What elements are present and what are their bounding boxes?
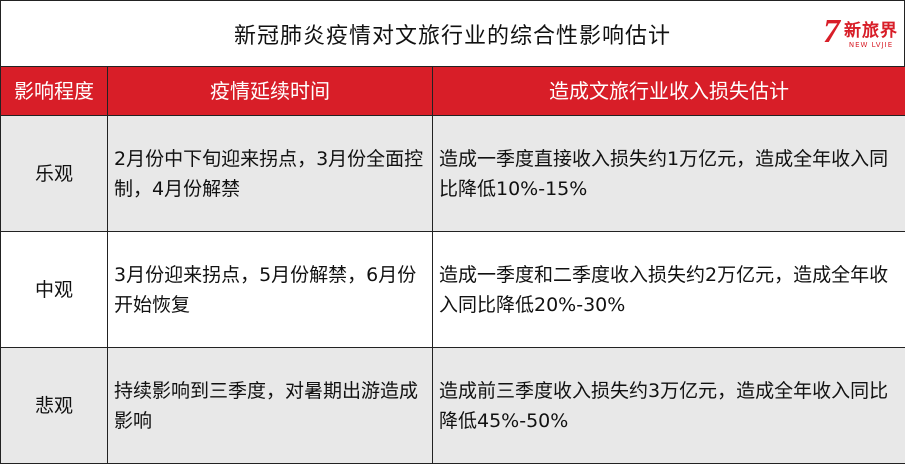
impact-table: 影响程度 疫情延续时间 造成文旅行业收入损失估计 乐观 2月份中下旬迎来拐点，3… <box>0 66 905 464</box>
header-level: 影响程度 <box>0 66 108 116</box>
logo-mark: 7 <box>823 13 841 50</box>
header-row: 影响程度 疫情延续时间 造成文旅行业收入损失估计 <box>0 66 905 116</box>
level-cell: 中观 <box>0 231 108 348</box>
loss-cell: 造成一季度直接收入损失约1万亿元，造成全年收入同比降低10%-15% <box>432 115 905 232</box>
table-title: 新冠肺炎疫情对文旅行业的综合性影响估计 <box>233 24 671 49</box>
logo-en: NEW LVJIE <box>848 40 894 49</box>
logo-cn: 新旅界 <box>844 20 898 41</box>
level-cell: 悲观 <box>0 347 108 464</box>
loss-cell: 造成一季度和二季度收入损失约2万亿元，造成全年收入同比降低20%-30% <box>432 231 905 348</box>
header-loss: 造成文旅行业收入损失估计 <box>432 66 905 116</box>
table-row: 中观 3月份迎来拐点，5月份解禁，6月份开始恢复 造成一季度和二季度收入损失约2… <box>0 231 905 348</box>
table-row: 悲观 持续影响到三季度，对暑期出游造成影响 造成前三季度收入损失约3万亿元，造成… <box>0 347 905 464</box>
table-row: 乐观 2月份中下旬迎来拐点，3月份全面控制，4月份解禁 造成一季度直接收入损失约… <box>0 115 905 232</box>
table-title-bar: 新冠肺炎疫情对文旅行业的综合性影响估计 7 新旅界 NEW LVJIE <box>0 0 905 67</box>
duration-cell: 3月份迎来拐点，5月份解禁，6月份开始恢复 <box>107 231 433 348</box>
logo: 7 新旅界 NEW LVJIE <box>823 15 898 49</box>
header-duration: 疫情延续时间 <box>107 66 433 116</box>
level-cell: 乐观 <box>0 115 108 232</box>
duration-cell: 2月份中下旬迎来拐点，3月份全面控制，4月份解禁 <box>107 115 433 232</box>
duration-cell: 持续影响到三季度，对暑期出游造成影响 <box>107 347 433 464</box>
loss-cell: 造成前三季度收入损失约3万亿元，造成全年收入同比降低45%-50% <box>432 347 905 464</box>
